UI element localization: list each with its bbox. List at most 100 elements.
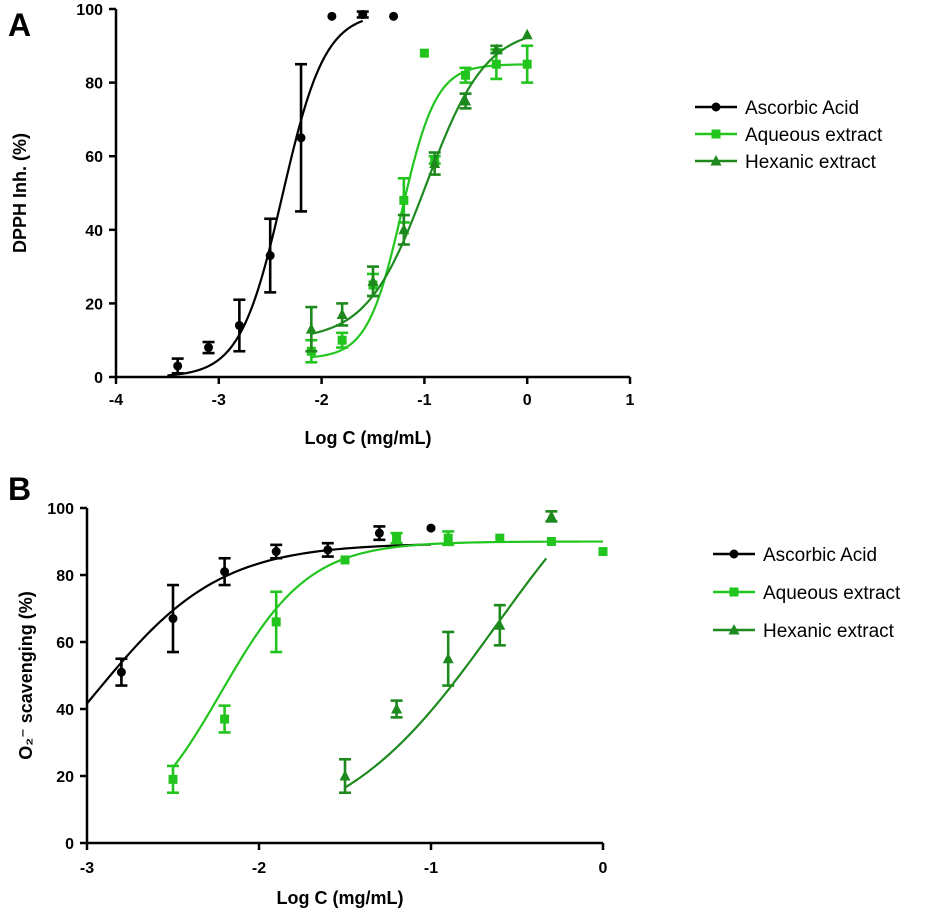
- data-point: [392, 533, 402, 543]
- legend-entry-hexanic-extract: Hexanic extract: [713, 621, 895, 642]
- y-tick-label: 60: [56, 635, 74, 652]
- series-hexanic-extract: [305, 28, 533, 353]
- legend-marker: [711, 129, 721, 139]
- data-point: [340, 555, 350, 565]
- legend-label: Hexanic extract: [763, 621, 895, 642]
- x-tick-label: 0: [599, 860, 608, 877]
- data-point: [545, 510, 557, 521]
- y-axis-title: O₂⁻ scavenging (%): [16, 591, 36, 760]
- legend-label: Aqueous extract: [763, 583, 901, 604]
- legend-marker: [728, 624, 740, 635]
- legend-label: Hexanic extract: [745, 152, 877, 173]
- data-point: [389, 11, 399, 21]
- fit-curve: [167, 19, 364, 377]
- legend-label: Aqueous extract: [745, 125, 883, 146]
- data-point: [271, 547, 281, 557]
- legend-entry-aqueous-extract: Aqueous extract: [695, 125, 883, 146]
- data-point: [168, 774, 178, 784]
- legend-entry-aqueous-extract: Aqueous extract: [713, 583, 901, 604]
- data-point: [173, 361, 183, 371]
- data-point: [339, 770, 351, 781]
- y-tick-label: 80: [85, 76, 103, 93]
- data-point: [220, 714, 230, 724]
- legend-entry-hexanic-extract: Hexanic extract: [695, 152, 877, 173]
- x-tick-label: -2: [314, 392, 328, 409]
- fit-curve: [86, 543, 432, 705]
- y-tick-label: 0: [94, 370, 103, 387]
- x-tick-label: -4: [109, 392, 123, 409]
- data-point: [491, 59, 501, 69]
- data-point: [374, 528, 384, 538]
- data-point: [490, 43, 502, 54]
- data-point: [461, 70, 471, 80]
- y-tick-label: 100: [76, 2, 103, 19]
- fit-curve: [344, 557, 548, 789]
- legend-marker: [729, 549, 739, 559]
- data-point: [323, 545, 333, 555]
- data-point: [426, 523, 436, 533]
- x-tick-label: -2: [252, 860, 266, 877]
- data-point: [168, 614, 178, 624]
- legend-label: Ascorbic Acid: [745, 98, 859, 119]
- fit-curve: [172, 540, 604, 769]
- data-point: [337, 335, 347, 345]
- legend-marker: [729, 587, 739, 597]
- x-tick-label: -3: [80, 860, 94, 877]
- data-point: [265, 251, 275, 261]
- data-point: [429, 157, 441, 169]
- panel-a: A 0 20 40 60 80 100 -4 -3 -2 -1 0 1 Log C (mg/mL) DPPH…: [8, 2, 883, 448]
- data-point: [327, 11, 337, 21]
- x-tick-label: 1: [626, 392, 635, 409]
- legend-entry-ascorbic-acid: Ascorbic Acid: [695, 98, 859, 119]
- data-point: [234, 320, 244, 330]
- series-ascorbic-acid: [167, 10, 399, 377]
- data-point: [443, 533, 453, 543]
- data-point: [220, 567, 230, 577]
- data-point: [391, 703, 403, 714]
- data-point: [358, 10, 368, 20]
- panel-label: B: [8, 471, 31, 507]
- x-tick-label: -1: [417, 392, 431, 409]
- data-point: [116, 667, 126, 677]
- legend-marker: [710, 155, 722, 166]
- y-tick-label: 100: [47, 501, 74, 518]
- series-aqueous-extract: [167, 530, 608, 795]
- y-axis-title: DPPH Inh. (%): [10, 133, 30, 253]
- x-tick-label: -3: [212, 392, 226, 409]
- data-point: [399, 195, 409, 205]
- y-tick-label: 20: [56, 769, 74, 786]
- data-point: [494, 619, 506, 630]
- fit-curve: [311, 36, 528, 335]
- y-tick-label: 0: [65, 836, 74, 853]
- data-point: [460, 95, 472, 106]
- data-point: [442, 652, 454, 664]
- series-ascorbic-acid: [86, 523, 436, 705]
- y-tick-label: 80: [56, 568, 74, 585]
- panel-label: A: [8, 7, 31, 43]
- legend-label: Ascorbic Acid: [763, 545, 877, 566]
- data-point: [271, 617, 281, 627]
- data-point: [522, 59, 532, 69]
- x-tick-label: 0: [523, 392, 532, 409]
- panel-b: B 0 20 40 60 80 100 -3 -2 -1 0 Log C (mg/mL) O₂⁻ sca…: [8, 471, 901, 908]
- x-axis-title: Log C (mg/mL): [305, 428, 432, 448]
- data-point: [419, 48, 429, 58]
- y-tick-label: 40: [56, 702, 74, 719]
- y-tick-label: 20: [85, 296, 103, 313]
- data-point: [521, 28, 533, 40]
- series-hexanic-extract: [339, 510, 558, 795]
- y-tick-label: 60: [85, 149, 103, 166]
- data-point: [546, 537, 556, 546]
- x-tick-label: -1: [424, 860, 438, 877]
- legend-marker: [711, 102, 721, 112]
- data-point: [398, 223, 410, 235]
- x-axis-title: Log C (mg/mL): [277, 888, 404, 908]
- data-point: [305, 323, 317, 334]
- data-point: [367, 275, 379, 286]
- data-point: [598, 547, 608, 557]
- data-point: [495, 533, 505, 543]
- data-point: [296, 133, 306, 143]
- data-point: [204, 343, 214, 353]
- legend-entry-ascorbic-acid: Ascorbic Acid: [713, 545, 877, 566]
